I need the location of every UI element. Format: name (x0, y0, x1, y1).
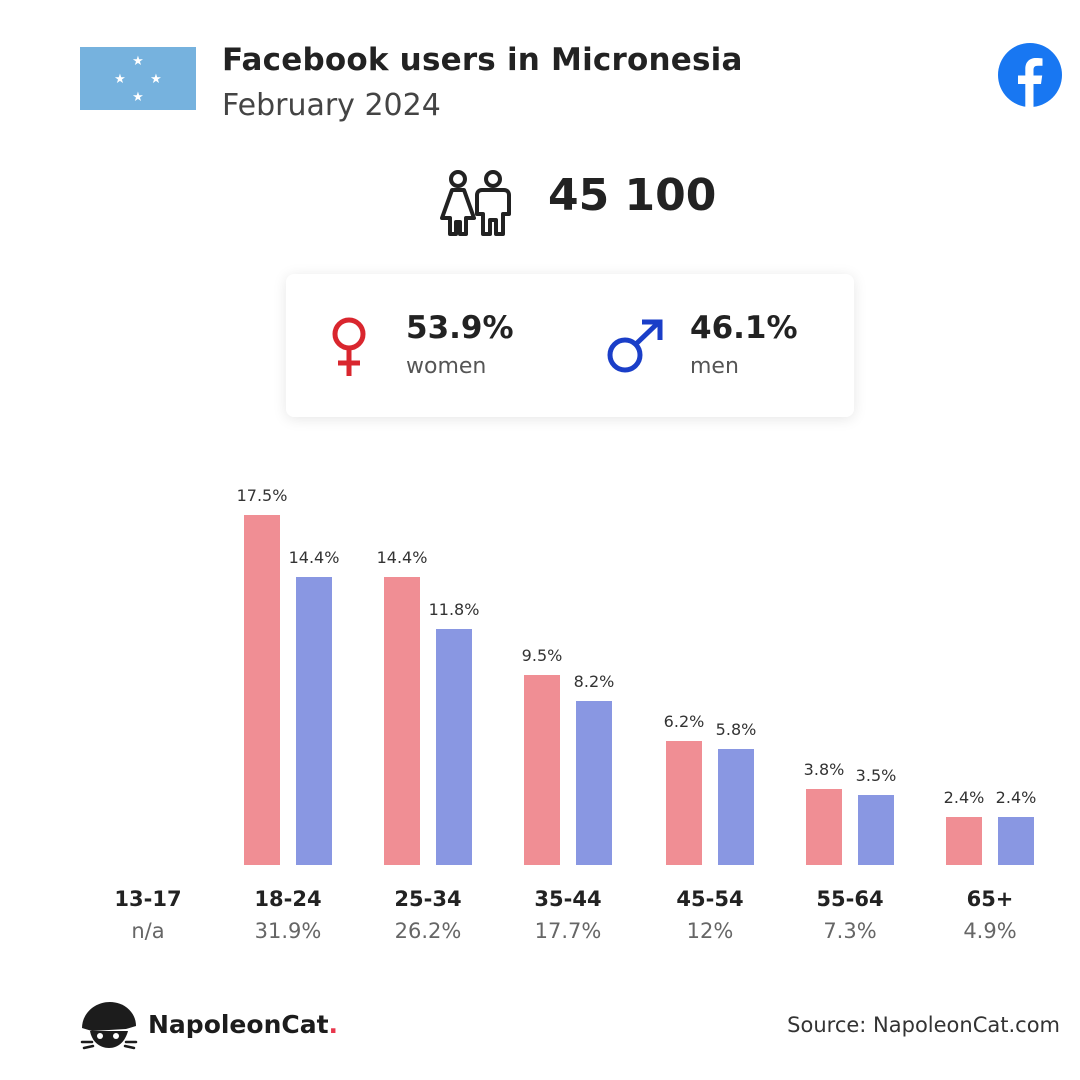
men-label: men (690, 354, 739, 379)
value-label-men-45-54: 5.8% (716, 720, 757, 739)
value-label-men-55-64: 3.5% (856, 766, 897, 785)
page-title: Facebook users in Micronesia (222, 42, 743, 78)
category-total-45-54: 12% (687, 919, 734, 943)
value-label-men-65+: 2.4% (996, 788, 1037, 807)
source-note: Source: NapoleonCat.com (787, 1013, 1060, 1037)
bar-men-55-64 (858, 795, 894, 865)
category-total-55-64: 7.3% (823, 919, 876, 943)
women-label: women (406, 354, 487, 379)
page-subtitle: February 2024 (222, 88, 441, 123)
napoleoncat-logo-icon (80, 1002, 138, 1050)
category-label-65+: 65+ (967, 887, 1014, 911)
micronesia-flag-icon: ★ ★ ★ ★ (80, 47, 196, 110)
bar-women-45-54 (666, 741, 702, 865)
facebook-logo-icon (998, 43, 1062, 108)
category-label-25-34: 25-34 (394, 887, 461, 911)
category-label-45-54: 45-54 (676, 887, 743, 911)
bar-men-18-24 (296, 577, 332, 865)
value-label-men-25-34: 11.8% (429, 600, 480, 619)
svg-text:★: ★ (150, 72, 162, 87)
male-symbol-icon (607, 319, 663, 373)
category-total-18-24: 31.9% (255, 919, 322, 943)
value-label-women-45-54: 6.2% (664, 712, 705, 731)
bar-men-65+ (998, 817, 1034, 865)
women-percent: 53.9% (406, 310, 514, 346)
bar-men-35-44 (576, 701, 612, 865)
value-label-women-55-64: 3.8% (804, 760, 845, 779)
bar-women-55-64 (806, 789, 842, 865)
category-total-13-17: n/a (131, 919, 164, 943)
bar-women-65+ (946, 817, 982, 865)
value-label-men-18-24: 14.4% (289, 548, 340, 567)
gender-split-card: 53.9% women 46.1% men (286, 274, 854, 417)
category-total-25-34: 26.2% (395, 919, 462, 943)
bar-men-45-54 (718, 749, 754, 865)
svg-text:★: ★ (132, 90, 144, 105)
people-icon (440, 170, 511, 236)
total-users: 45 100 (548, 170, 717, 221)
bar-women-35-44 (524, 675, 560, 865)
category-total-35-44: 17.7% (535, 919, 602, 943)
female-symbol-icon (332, 317, 366, 376)
value-label-women-25-34: 14.4% (377, 548, 428, 567)
brand-name: NapoleonCat. (148, 1010, 339, 1039)
category-total-65+: 4.9% (963, 919, 1016, 943)
category-label-13-17: 13-17 (114, 887, 181, 911)
age-gender-bar-chart: 13-17 n/a 17.5% 14.4% 18-24 31.9% 14.4% 11.8% 25… (114, 486, 1037, 943)
men-percent: 46.1% (690, 310, 798, 346)
svg-text:★: ★ (132, 54, 144, 69)
category-label-55-64: 55-64 (816, 887, 883, 911)
value-label-women-65+: 2.4% (944, 788, 985, 807)
bar-women-18-24 (244, 515, 280, 865)
svg-text:★: ★ (114, 72, 126, 87)
value-label-women-18-24: 17.5% (237, 486, 288, 505)
category-label-18-24: 18-24 (254, 887, 321, 911)
category-label-35-44: 35-44 (534, 887, 601, 911)
bar-men-25-34 (436, 629, 472, 865)
bar-women-25-34 (384, 577, 420, 865)
value-label-women-35-44: 9.5% (522, 646, 563, 665)
value-label-men-35-44: 8.2% (574, 672, 615, 691)
